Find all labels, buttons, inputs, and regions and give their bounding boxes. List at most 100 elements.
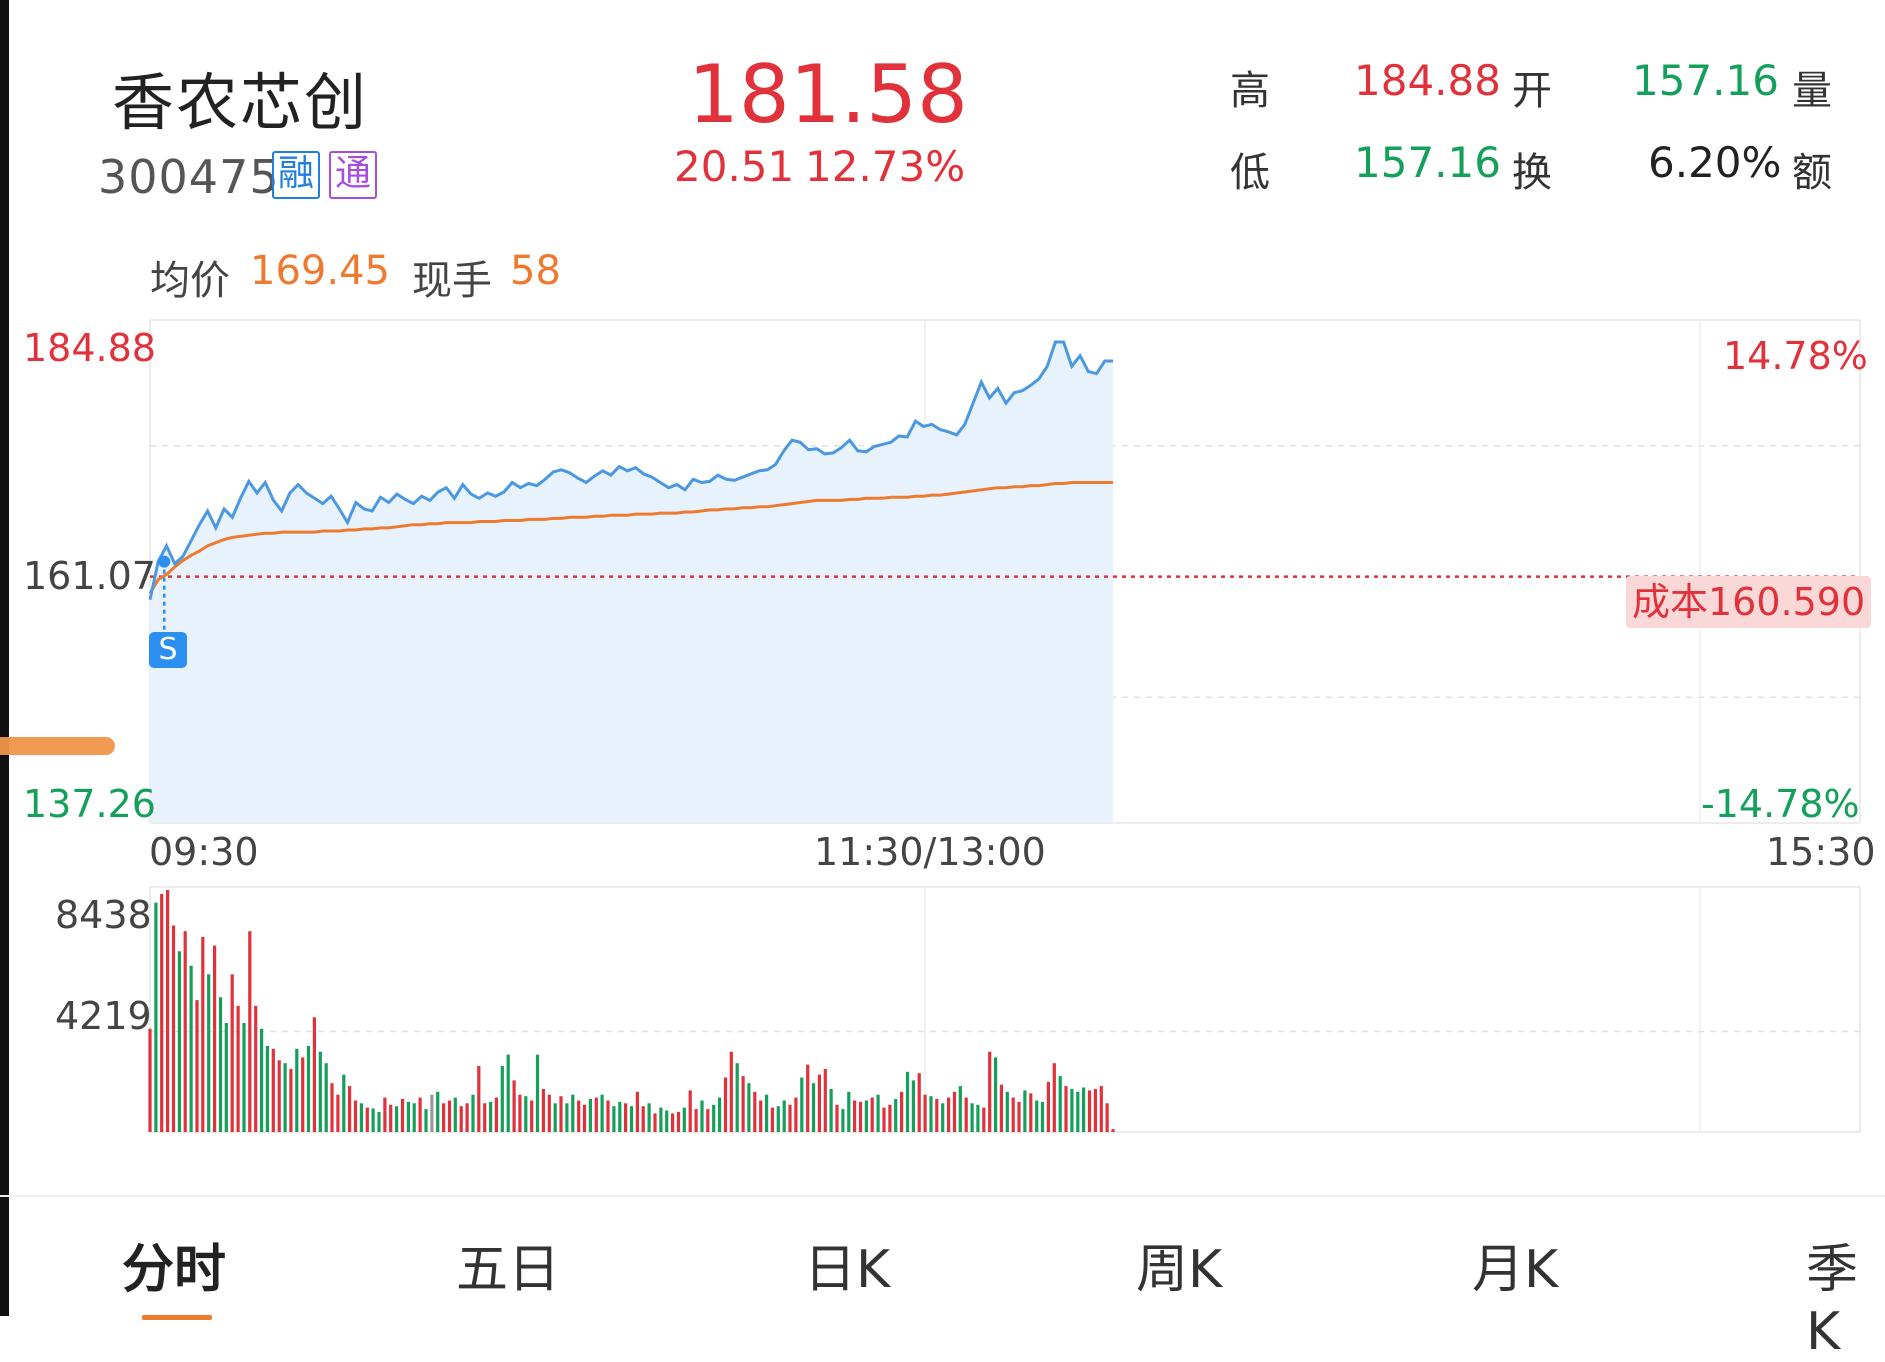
tab-daily-k[interactable]: 日K [804,1240,891,1300]
volume-bar [976,1104,980,1132]
volume-bar [999,1084,1003,1132]
current-price: 181.58 [688,48,968,141]
volume-bar [1070,1089,1074,1132]
volume-label: 量 [1792,68,1832,114]
volume-bar [794,1097,798,1132]
volume-bar [1099,1086,1103,1132]
volume-bar [788,1104,792,1132]
volume-bar [682,1107,686,1132]
volume-bar [823,1068,827,1132]
volume-bar [723,1077,728,1132]
volume-bar [277,1060,281,1132]
volume-bar [994,1057,998,1132]
volume-bar [835,1104,839,1132]
volume-bar [700,1100,704,1132]
volume-bar [207,974,211,1132]
volume-bar [535,1054,540,1132]
volume-bar [770,1107,774,1132]
volume-bar [524,1096,528,1132]
volume-bar [811,1083,816,1132]
volume-bar [400,1099,405,1132]
volume-bar [512,1080,516,1132]
volume-bar [1087,1090,1092,1132]
tab-quarterly-k[interactable]: 季K [1806,1240,1859,1362]
volume-bar [624,1103,628,1132]
volume-bar [201,937,205,1132]
volume-bar [1035,1100,1039,1132]
volume-bar [600,1094,604,1132]
volume-bar [424,1109,428,1132]
volume-bar [306,1046,311,1132]
low-label: 低 [1230,150,1270,196]
volume-bar [377,1111,381,1132]
volume-bar [213,945,217,1132]
volume-bar [917,1073,921,1132]
intraday-chart[interactable] [0,0,1885,1195]
volume-bar [776,1106,780,1132]
volume-bar [254,1005,258,1132]
volume-bar [1093,1089,1097,1132]
volume-bar [301,1057,305,1132]
volume-bar [970,1103,974,1132]
volume-bar [312,1017,316,1132]
volume-bar [242,1023,246,1132]
tab-monthly-k[interactable]: 月K [1472,1240,1559,1300]
volume-bar [958,1086,962,1132]
volume-bar [1076,1091,1080,1132]
volume-bar [166,890,170,1132]
volume-bar [571,1094,575,1132]
volume-bar [765,1094,769,1132]
volume-bar [1040,1101,1045,1132]
volume-bar [342,1074,346,1132]
volume-bar [218,997,223,1132]
volume-bar [864,1100,868,1132]
high-value: 184.88 [1354,56,1501,105]
volume-bar [395,1106,399,1132]
volume-bar [988,1051,992,1132]
volume-bar [230,974,234,1132]
open-value: 157.16 [1632,56,1779,105]
volume-axis-top: 8438 [55,893,152,937]
volume-bar [189,965,193,1132]
sell-signal-badge[interactable]: S [149,632,187,668]
y-axis-mid: 161.07 [23,554,156,598]
volume-bar [324,1063,328,1132]
volume-bar [353,1100,358,1132]
volume-bar [911,1080,915,1132]
cost-badge: 成本160.590 [1626,576,1872,628]
tab-five-day[interactable]: 五日 [456,1240,561,1300]
volume-bar [594,1097,598,1132]
volume-bar [295,1048,299,1132]
volume-bar [747,1083,751,1132]
volume-bar [289,1068,293,1132]
volume-bar [471,1094,475,1132]
y-axis-top: 184.88 [23,326,156,370]
left-edge-bar [0,0,9,1316]
volume-bar [483,1103,487,1132]
volume-bar [365,1107,369,1132]
volume-bar [489,1101,493,1132]
volume-bar [565,1103,569,1132]
volume-bar [1023,1090,1027,1132]
tab-weekly-k[interactable]: 周K [1136,1240,1223,1300]
volume-bar [389,1104,393,1132]
low-value: 157.16 [1354,138,1501,187]
current-hand-label: 现手 [412,258,492,304]
volume-bar [577,1100,581,1132]
volume-bar [1052,1063,1056,1132]
signal-point [158,555,171,568]
volume-bar [782,1100,786,1132]
pct-axis-bottom: -14.78% [1701,782,1860,826]
volume-bar [195,1000,199,1132]
volume-bar [371,1108,375,1132]
volume-bar [1011,1097,1015,1132]
tab-intraday[interactable]: 分时 [122,1240,227,1300]
volume-bar [1082,1087,1086,1132]
volume-bar [224,1023,228,1132]
volume-axis-mid: 4219 [55,994,152,1038]
volume-bar [629,1106,634,1132]
average-price-line [148,481,1113,595]
volume-bar [829,1089,833,1132]
volume-bar [318,1051,322,1132]
volume-bar [706,1109,710,1132]
